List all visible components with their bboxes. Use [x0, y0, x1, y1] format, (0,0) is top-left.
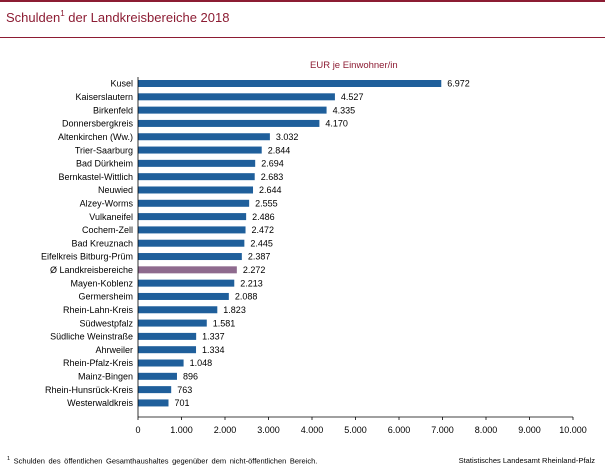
- value-label: 1.334: [202, 345, 225, 355]
- category-label: Südwestpfalz: [79, 318, 133, 328]
- x-tick-label: 10.000: [559, 425, 587, 435]
- value-label: 2.472: [252, 225, 275, 235]
- category-label: Altenkirchen (Ww.): [58, 132, 133, 142]
- value-label: 4.335: [333, 105, 356, 115]
- value-label: 1.337: [202, 332, 225, 342]
- bar: [138, 199, 250, 207]
- value-label: 2.555: [255, 198, 278, 208]
- bar-chart: Kusel 6.972 Kaiserslautern 4.527 Birkenfeld 4…: [41, 77, 587, 435]
- bar: [138, 173, 255, 181]
- bar: [138, 239, 245, 247]
- chart-title: Schulden1 der Landkreisbereiche 2018: [6, 9, 230, 25]
- x-tick-label: 0: [135, 425, 140, 435]
- category-label: Kusel: [110, 79, 133, 89]
- bar: [138, 146, 262, 154]
- category-label: Vulkaneifel: [89, 212, 133, 222]
- value-label: 3.032: [276, 132, 299, 142]
- category-label: Eifelkreis Bitburg-Prüm: [41, 252, 133, 262]
- value-label: 1.048: [190, 358, 213, 368]
- bar: [138, 359, 184, 367]
- bar: [138, 186, 254, 194]
- value-label: 763: [177, 385, 192, 395]
- bar: [138, 93, 335, 101]
- value-label: 2.683: [261, 172, 284, 182]
- category-label: Bad Dürkheim: [76, 159, 133, 169]
- value-label: 1.823: [223, 305, 246, 315]
- x-tick-label: 4.000: [301, 425, 324, 435]
- bar: [138, 119, 320, 127]
- bar: [138, 386, 172, 394]
- category-label: Trier-Saarburg: [75, 145, 133, 155]
- x-tick-label: 6.000: [388, 425, 411, 435]
- bar: [138, 213, 247, 221]
- category-label: Birkenfeld: [93, 105, 133, 115]
- value-label: 2.387: [248, 252, 271, 262]
- bar: [138, 159, 256, 167]
- bar: [138, 279, 235, 287]
- header-rule: [0, 37, 605, 38]
- category-label: Bad Kreuznach: [71, 238, 133, 248]
- category-label: Rhein-Lahn-Kreis: [63, 305, 134, 315]
- value-label: 701: [174, 398, 189, 408]
- category-label: Kaiserslautern: [75, 92, 133, 102]
- category-label: Mayen-Koblenz: [70, 278, 133, 288]
- value-label: 2.694: [261, 159, 284, 169]
- category-label: Ahrweiler: [95, 345, 133, 355]
- category-label: Neuwied: [98, 185, 133, 195]
- value-label: 2.486: [252, 212, 275, 222]
- x-tick-label: 9.000: [518, 425, 541, 435]
- bar: [138, 372, 177, 380]
- bar: [138, 399, 169, 407]
- bar: [138, 346, 197, 354]
- category-label: Alzey-Worms: [80, 198, 134, 208]
- x-tick-label: 8.000: [475, 425, 498, 435]
- value-label: 2.445: [250, 238, 273, 248]
- bar: [138, 306, 218, 314]
- category-label: Bernkastel-Wittlich: [58, 172, 133, 182]
- value-label: 1.581: [213, 318, 236, 328]
- title-footnote-marker: 1: [60, 9, 65, 18]
- x-tick-label: 5.000: [344, 425, 367, 435]
- value-label: 2.844: [268, 145, 291, 155]
- category-label: Westerwaldkreis: [67, 398, 133, 408]
- category-label: Germersheim: [78, 292, 133, 302]
- value-label: 2.272: [243, 265, 266, 275]
- value-label: 2.644: [259, 185, 282, 195]
- category-label: Rhein-Hunsrück-Kreis: [45, 385, 134, 395]
- unit-label: EUR je Einwohner/in: [310, 60, 398, 71]
- category-label: Cochem-Zell: [82, 225, 133, 235]
- value-label: 4.527: [341, 92, 364, 102]
- bar: [138, 292, 229, 300]
- bar: [138, 106, 327, 114]
- x-tick-label: 2.000: [214, 425, 237, 435]
- category-label: Mainz-Bingen: [78, 372, 133, 382]
- bar: [138, 80, 442, 87]
- average-bar: [138, 266, 237, 274]
- value-label: 896: [183, 372, 198, 382]
- footnote: 1 Schulden des öffentlichen Gesamthausha…: [7, 456, 318, 466]
- value-label: 2.213: [240, 278, 263, 288]
- bar: [138, 319, 207, 327]
- category-label: Donnersbergkreis: [62, 119, 134, 129]
- x-tick-label: 3.000: [257, 425, 280, 435]
- bar: [138, 226, 246, 234]
- category-label: Rhein-Pfalz-Kreis: [63, 358, 134, 368]
- value-label: 2.088: [235, 292, 258, 302]
- value-label: 4.170: [325, 119, 348, 129]
- category-label: Südliche Weinstraße: [50, 332, 133, 342]
- x-tick-label: 1.000: [170, 425, 193, 435]
- x-tick-label: 7.000: [431, 425, 454, 435]
- bar: [138, 133, 270, 141]
- category-label: Ø Landkreisbereiche: [50, 265, 133, 275]
- value-label: 6.972: [447, 79, 470, 89]
- source-label: Statistisches Landesamt Rheinland-Pfalz: [458, 456, 595, 465]
- bar: [138, 253, 242, 261]
- bar: [138, 332, 197, 340]
- top-accent-rule: [0, 0, 605, 2]
